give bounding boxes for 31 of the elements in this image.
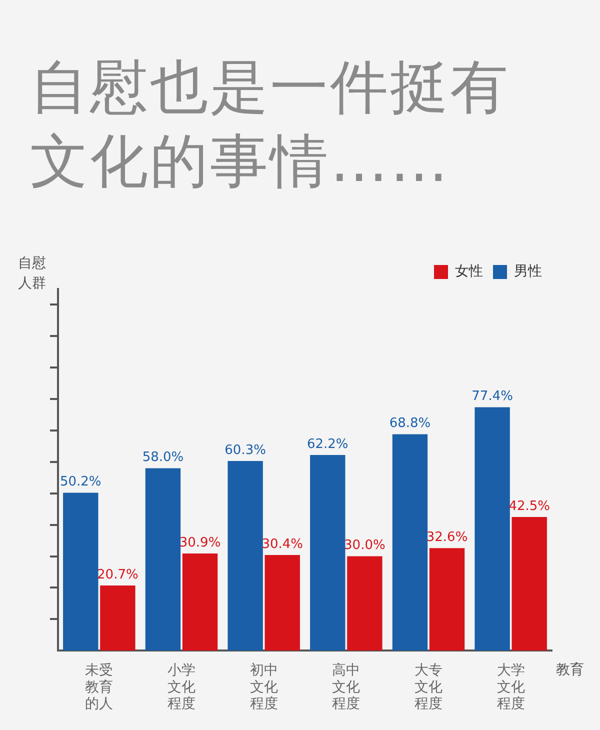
bar xyxy=(347,556,382,651)
bar xyxy=(145,468,181,651)
data-label: 50.2% xyxy=(60,474,102,490)
data-label: 77.4% xyxy=(472,389,513,404)
data-label: 20.7% xyxy=(97,567,138,582)
x-tick-label: 大专文化程度 xyxy=(414,662,442,712)
x-tick-label: 小学文化程度 xyxy=(168,662,196,712)
y-axis-title: 自慰人群 xyxy=(18,256,46,292)
legend-label: 男性 xyxy=(514,264,542,280)
bar xyxy=(392,434,428,651)
bar xyxy=(512,516,547,651)
bar xyxy=(474,407,510,651)
data-label: 30.0% xyxy=(344,538,386,554)
data-label: 60.3% xyxy=(224,442,266,458)
bar xyxy=(429,548,465,651)
bar xyxy=(100,586,136,651)
bar xyxy=(182,553,218,651)
data-label: 68.8% xyxy=(389,416,431,432)
bar xyxy=(63,492,98,651)
x-tick-label: 未受教育的人 xyxy=(85,662,114,712)
legend-label: 女性 xyxy=(455,264,483,280)
x-axis-title: 教育 xyxy=(556,661,584,678)
x-tick-label: 初中文化程度 xyxy=(250,662,278,712)
chart-title: 自慰也是一件挺有文化的事情…… xyxy=(30,52,511,197)
x-tick-label: 大学文化程度 xyxy=(496,662,525,712)
data-label: 62.2% xyxy=(306,436,348,452)
bar xyxy=(310,455,346,651)
data-label: 58.0% xyxy=(142,450,184,466)
bar xyxy=(228,460,263,651)
x-tick-label: 高中文化程度 xyxy=(332,662,360,712)
bar xyxy=(264,555,300,651)
